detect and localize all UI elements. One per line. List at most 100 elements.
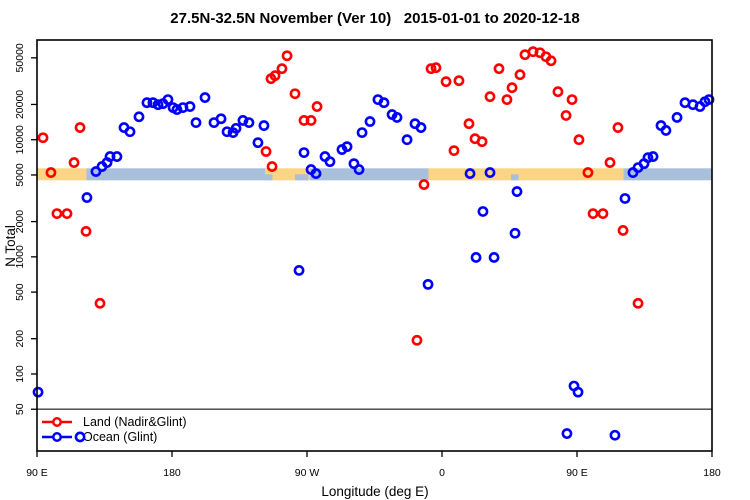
data-point-land — [587, 208, 599, 219]
data-point-ocean — [699, 96, 711, 108]
data-point-land — [51, 208, 63, 219]
data-point-ocean — [227, 127, 239, 139]
x-axis-title: Longitude (deg E) — [321, 484, 429, 499]
data-point-ocean — [660, 125, 672, 136]
data-point-land — [469, 133, 481, 145]
surface-band-ocean-notch — [265, 174, 273, 181]
data-point-ocean — [477, 206, 489, 217]
data-point-ocean — [484, 167, 496, 178]
data-point-ocean — [572, 386, 584, 398]
data-point-land — [573, 134, 585, 146]
x-tick-label: 180 — [703, 467, 721, 479]
legend-item-land: Land (Nadir&Glint) — [40, 414, 187, 429]
surface-band-ocean — [623, 168, 712, 181]
data-point-ocean — [81, 192, 93, 203]
data-point-ocean — [215, 113, 227, 125]
data-point-ocean — [378, 97, 390, 109]
data-point-land — [45, 167, 57, 178]
data-point-ocean — [509, 227, 521, 239]
data-point-ocean — [162, 94, 174, 106]
data-point-ocean — [409, 118, 421, 130]
surface-band-ocean-notch — [295, 174, 309, 181]
x-tick-label: 180 — [163, 467, 181, 479]
data-point-ocean — [141, 97, 153, 109]
data-point-land — [425, 63, 437, 75]
data-point-ocean — [208, 117, 220, 128]
data-point-ocean — [671, 112, 683, 123]
data-point-land — [266, 161, 278, 172]
data-point-ocean — [324, 156, 336, 168]
data-point-land — [566, 94, 578, 106]
data-point-land — [476, 136, 488, 148]
data-point-ocean — [341, 141, 353, 153]
data-point-land — [617, 225, 629, 236]
data-point-ocean — [386, 109, 398, 120]
x-tick-label: 90 E — [26, 467, 48, 479]
data-point-ocean — [184, 101, 196, 112]
data-point-land — [612, 122, 624, 133]
data-point-ocean — [703, 94, 715, 106]
plot-border — [36, 39, 713, 452]
data-point-land — [514, 69, 526, 81]
data-point-ocean — [422, 278, 434, 290]
data-point-ocean — [687, 99, 699, 111]
data-point-ocean — [511, 186, 523, 197]
data-point-land — [448, 145, 460, 157]
data-point-land — [534, 47, 546, 59]
data-point-ocean — [147, 97, 159, 109]
data-point-land — [604, 157, 616, 168]
data-point-ocean — [353, 164, 365, 175]
surface-band-land — [265, 168, 310, 181]
legend-label-ocean: Ocean (Glint) — [83, 429, 158, 444]
data-point-ocean — [356, 127, 368, 139]
data-point-ocean — [171, 104, 183, 115]
data-point-ocean — [190, 117, 202, 128]
surface-band-land — [428, 168, 624, 181]
data-point-land — [260, 146, 272, 157]
data-point-ocean — [679, 97, 691, 109]
data-point-land — [265, 73, 277, 85]
data-point-land — [298, 115, 310, 126]
data-point-ocean — [133, 111, 145, 123]
data-point-ocean — [243, 117, 255, 128]
x-tick-label: 90 W — [295, 467, 320, 479]
data-point-land — [501, 94, 513, 106]
data-point-land — [545, 55, 557, 67]
data-point-ocean — [319, 151, 331, 162]
y-tick-label: 500 — [14, 283, 26, 301]
data-point-ocean — [609, 429, 621, 441]
data-point-ocean — [177, 102, 189, 113]
data-point-land — [305, 115, 317, 126]
data-point-ocean — [152, 99, 164, 111]
data-point-land — [519, 49, 531, 61]
data-point-land — [597, 208, 609, 219]
data-point-ocean — [619, 193, 631, 204]
data-point-land — [61, 208, 73, 219]
data-point-ocean — [124, 126, 136, 138]
data-point-ocean — [237, 115, 249, 126]
data-point-ocean — [118, 122, 130, 133]
data-point-ocean — [111, 151, 123, 162]
data-point-ocean — [298, 147, 310, 159]
surface-band-ocean — [310, 168, 429, 181]
data-point-ocean — [638, 158, 650, 170]
x-tick-label: 90 E — [566, 467, 588, 479]
data-point-land — [68, 157, 80, 168]
data-point-ocean — [694, 101, 706, 112]
data-point-land — [560, 110, 572, 121]
chart-title: 27.5N-32.5N November (Ver 10) 2015-01-01… — [170, 10, 580, 27]
legend-symbol-ocean-icon — [42, 431, 72, 442]
data-point-ocean — [221, 126, 233, 138]
x-tick-label: 0 — [439, 467, 445, 479]
data-point-ocean — [90, 166, 102, 177]
data-point-land — [430, 62, 442, 74]
data-point-land — [506, 82, 518, 94]
y-tick-label: 5000 — [14, 163, 26, 187]
surface-band-ocean-notch — [511, 174, 519, 181]
y-tick-label: 50000 — [14, 43, 26, 72]
data-point-ocean — [470, 252, 482, 263]
data-point-land — [418, 179, 430, 190]
data-point-ocean — [230, 122, 242, 134]
data-point-ocean — [647, 151, 659, 162]
